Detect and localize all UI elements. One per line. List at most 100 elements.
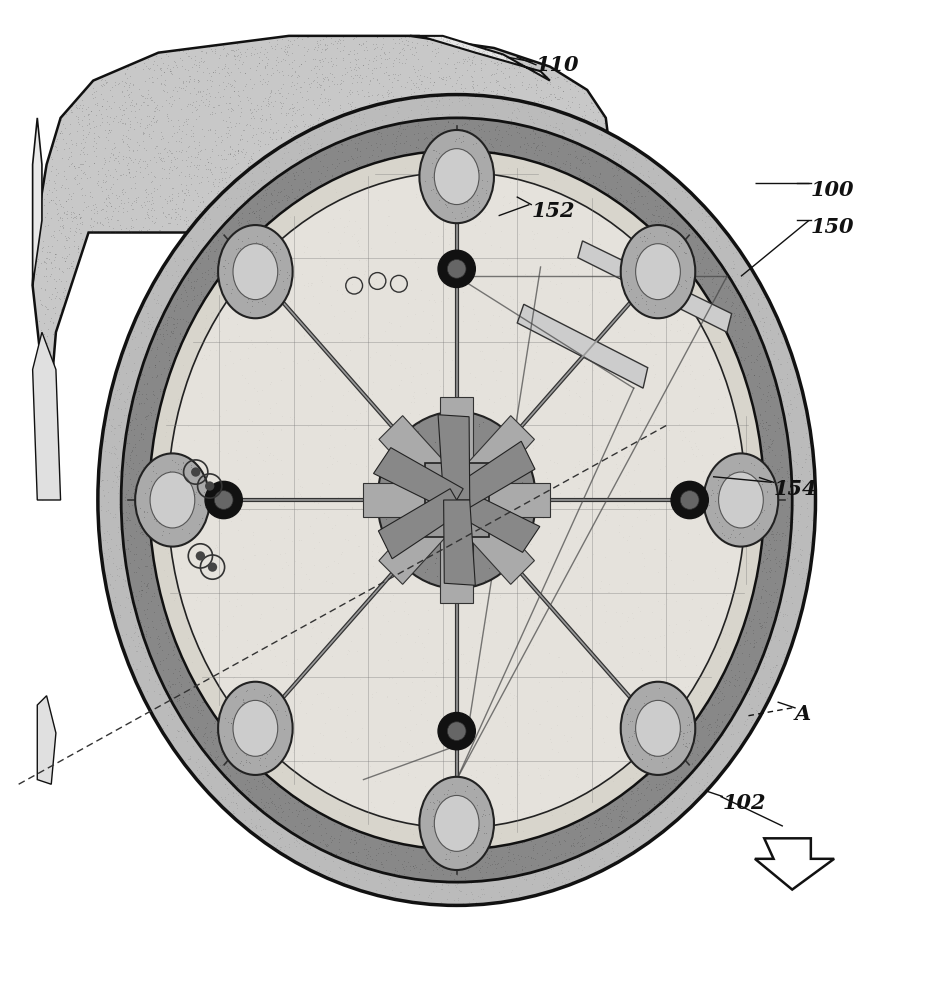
Point bbox=[618, 795, 633, 811]
Point bbox=[267, 648, 282, 664]
Point bbox=[466, 891, 481, 907]
Point bbox=[339, 163, 354, 179]
Point bbox=[762, 398, 777, 414]
Point bbox=[591, 635, 606, 651]
Point bbox=[618, 753, 633, 769]
Point bbox=[264, 374, 279, 390]
Point bbox=[365, 142, 380, 158]
Point bbox=[74, 170, 89, 186]
Point bbox=[310, 344, 325, 360]
Point bbox=[399, 37, 414, 53]
Point bbox=[140, 316, 155, 332]
Point bbox=[350, 140, 364, 156]
Point bbox=[121, 422, 136, 438]
Point bbox=[418, 871, 432, 887]
Point bbox=[555, 664, 569, 680]
Point bbox=[710, 477, 725, 493]
Point bbox=[219, 78, 234, 94]
Point bbox=[134, 526, 149, 542]
Point bbox=[710, 724, 725, 740]
Point bbox=[190, 72, 205, 88]
Point bbox=[84, 211, 99, 227]
Point bbox=[342, 43, 357, 59]
Point bbox=[633, 603, 648, 619]
Point bbox=[649, 779, 664, 795]
Point bbox=[755, 412, 770, 428]
Point bbox=[115, 97, 130, 113]
Point bbox=[614, 153, 629, 169]
Ellipse shape bbox=[636, 700, 680, 756]
Point bbox=[418, 502, 433, 518]
Point bbox=[171, 79, 186, 95]
Point bbox=[598, 708, 613, 724]
Point bbox=[456, 646, 471, 662]
Point bbox=[702, 219, 717, 235]
Point bbox=[530, 218, 545, 234]
Point bbox=[564, 129, 579, 145]
Point bbox=[181, 41, 196, 57]
Point bbox=[478, 437, 493, 453]
Point bbox=[418, 519, 432, 535]
Point bbox=[633, 400, 648, 416]
Point bbox=[628, 181, 643, 197]
Point bbox=[192, 194, 207, 210]
Point bbox=[144, 113, 159, 129]
Point bbox=[780, 370, 795, 386]
Point bbox=[348, 117, 363, 133]
Point bbox=[335, 121, 350, 137]
Point bbox=[754, 555, 769, 571]
Point bbox=[142, 530, 157, 546]
Point bbox=[583, 153, 598, 169]
Point bbox=[254, 772, 269, 788]
Point bbox=[515, 118, 530, 134]
Point bbox=[391, 109, 406, 125]
Point bbox=[640, 247, 655, 263]
Point bbox=[239, 645, 254, 661]
Point bbox=[347, 46, 362, 62]
Point bbox=[380, 207, 395, 223]
Point bbox=[286, 742, 301, 758]
Point bbox=[307, 208, 322, 224]
Point bbox=[531, 64, 546, 80]
Point bbox=[759, 388, 774, 404]
Point bbox=[99, 421, 114, 437]
Point bbox=[551, 129, 566, 145]
Point bbox=[390, 110, 404, 126]
Point bbox=[610, 497, 624, 513]
Point bbox=[668, 772, 683, 788]
Point bbox=[105, 580, 120, 596]
Point bbox=[480, 677, 495, 693]
Point bbox=[393, 884, 408, 900]
Point bbox=[772, 600, 787, 616]
Point bbox=[186, 686, 201, 702]
Point bbox=[665, 278, 679, 294]
Point bbox=[443, 91, 458, 107]
Point bbox=[44, 291, 59, 307]
Point bbox=[394, 33, 409, 49]
Point bbox=[662, 261, 677, 277]
Point bbox=[242, 117, 257, 133]
Point bbox=[259, 76, 274, 92]
Point bbox=[732, 306, 747, 322]
Point bbox=[154, 67, 169, 83]
Point bbox=[501, 53, 516, 69]
Point bbox=[597, 364, 612, 380]
Point bbox=[470, 156, 485, 172]
Point bbox=[415, 122, 430, 138]
Point bbox=[216, 769, 231, 785]
Point bbox=[212, 65, 226, 81]
Point bbox=[487, 143, 501, 159]
Point bbox=[165, 469, 180, 485]
Point bbox=[362, 184, 377, 200]
Point bbox=[317, 37, 332, 53]
Point bbox=[181, 751, 196, 767]
Point bbox=[291, 135, 306, 151]
Point bbox=[744, 561, 759, 577]
Point bbox=[116, 515, 131, 531]
Point bbox=[267, 277, 281, 293]
Point bbox=[267, 93, 282, 109]
Point bbox=[374, 496, 389, 512]
Point bbox=[581, 198, 596, 214]
Point bbox=[247, 281, 262, 297]
Point bbox=[240, 171, 254, 187]
